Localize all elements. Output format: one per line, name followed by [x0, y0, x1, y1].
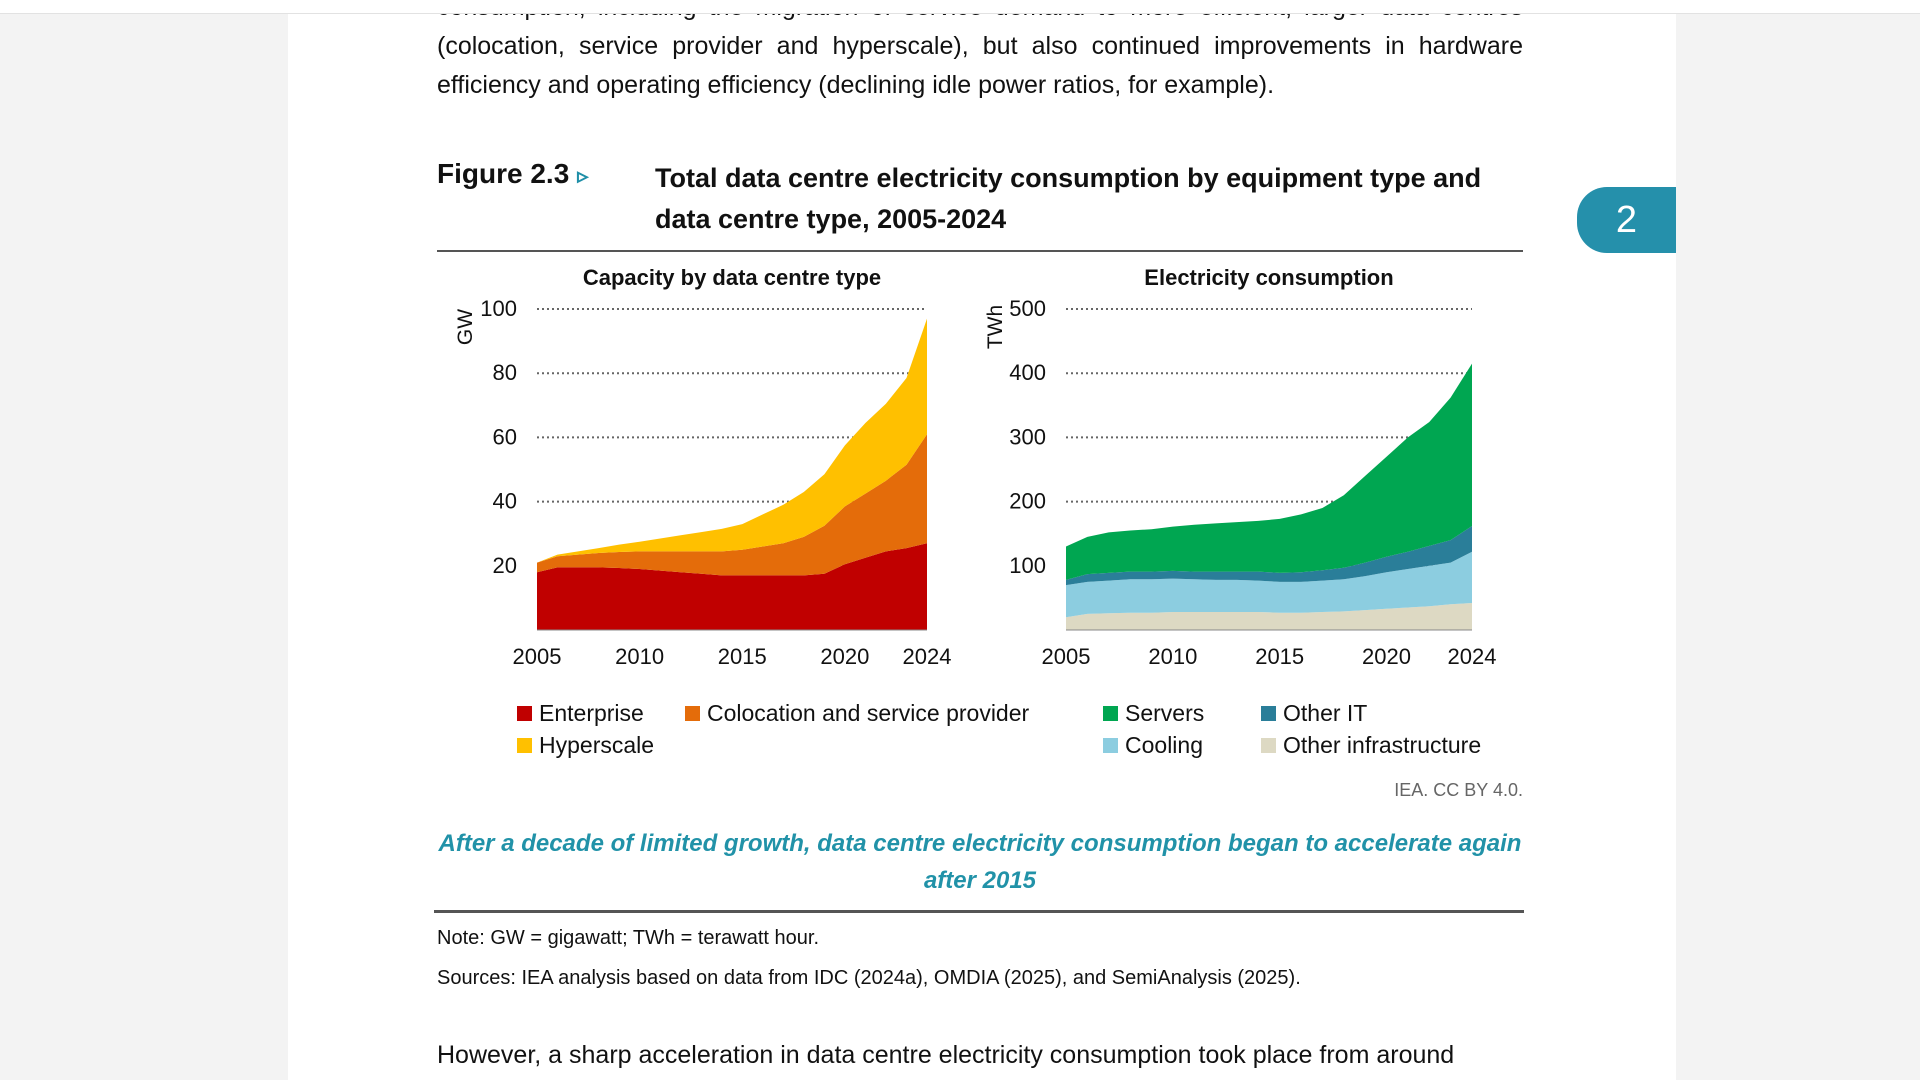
chapter-tab[interactable]: 2	[1577, 187, 1676, 253]
note-line: Note: GW = gigawatt; TWh = terawatt hour…	[437, 927, 820, 949]
y-tick-label: 80	[493, 360, 517, 385]
area-enterprise	[537, 543, 927, 630]
legend-swatch	[517, 738, 532, 753]
legend-label: Colocation and service provider	[707, 700, 1030, 726]
document-page: consumption, including the migration of …	[288, 0, 1676, 1080]
x-tick-label: 2010	[615, 644, 664, 669]
y-tick-label: 200	[1009, 489, 1046, 514]
figure-top-rule	[437, 250, 1523, 252]
x-tick-label: 2024	[1448, 644, 1497, 669]
area-other-infrastructure	[1066, 603, 1472, 630]
intro-paragraph: consumption, including the migration of …	[437, 0, 1523, 99]
figure-label: Figure 2.3	[437, 158, 570, 189]
y-tick-label: 100	[480, 296, 517, 321]
y-tick-label: 40	[493, 489, 517, 514]
area-other-it	[1066, 526, 1472, 586]
top-bar	[0, 0, 1920, 14]
x-tick-label: 2015	[718, 644, 767, 669]
legend-label: Servers	[1125, 700, 1204, 726]
legend-swatch	[517, 706, 532, 721]
legend-label: Other infrastructure	[1283, 732, 1481, 758]
y-axis-label: GW	[454, 309, 477, 345]
x-tick-label: 2020	[820, 644, 869, 669]
legend-swatch	[1103, 738, 1118, 753]
capacity-chart: Capacity by data centre type GW 20 40 60 80 10…	[454, 265, 951, 669]
legend-label: Enterprise	[539, 700, 644, 726]
y-tick-label: 300	[1009, 424, 1046, 449]
figure-caption: After a decade of limited growth, data c…	[438, 830, 1522, 894]
figure-arrow-icon: ▹	[577, 163, 589, 188]
legend-label: Cooling	[1125, 732, 1203, 758]
area-cooling	[1066, 551, 1472, 618]
bottom-paragraph: However, a sharp acceleration in data ce…	[437, 1041, 1455, 1069]
area-colocation-and-service-provider	[537, 434, 927, 576]
figure-bottom-rule	[434, 910, 1524, 913]
y-tick-label: 20	[493, 553, 517, 578]
area-servers	[1066, 363, 1472, 580]
legend-swatch	[1103, 706, 1118, 721]
figure-header: Figure 2.3 ▹ Total data centre electricit…	[437, 152, 1523, 238]
legend-label: Other IT	[1283, 700, 1367, 726]
figure-title: Total data centre electricity consumptio…	[655, 163, 1482, 234]
x-tick-label: 2024	[903, 644, 952, 669]
y-tick-label: 100	[1009, 553, 1046, 578]
area-hyperscale	[537, 318, 927, 563]
x-tick-label: 2020	[1362, 644, 1411, 669]
y-tick-label: 500	[1009, 296, 1046, 321]
legend-right: Servers Other IT Cooling Other infrastructu…	[1103, 700, 1481, 758]
y-tick-label: 60	[493, 424, 517, 449]
chart-title: Capacity by data centre type	[583, 265, 881, 290]
x-tick-label: 2010	[1148, 644, 1197, 669]
y-axis-label: TWh	[984, 305, 1007, 349]
credit-line: IEA. CC BY 4.0.	[1394, 780, 1523, 800]
legend-swatch	[685, 706, 700, 721]
sources-line: Sources: IEA analysis based on data from…	[437, 967, 1301, 989]
y-tick-label: 400	[1009, 360, 1046, 385]
electricity-chart: Electricity consumption TWh 100 200 300 400 50…	[984, 265, 1496, 669]
legend-swatch	[1261, 706, 1276, 721]
legend-swatch	[1261, 738, 1276, 753]
x-tick-label: 2015	[1255, 644, 1304, 669]
legend-left: Enterprise Colocation and service provide…	[517, 700, 1030, 758]
x-tick-label: 2005	[1042, 644, 1091, 669]
chart-title: Electricity consumption	[1144, 265, 1393, 290]
figure-charts: Capacity by data centre type GW 20 40 60 80 10…	[454, 265, 1496, 758]
legend-label: Hyperscale	[539, 732, 654, 758]
x-tick-label: 2005	[513, 644, 562, 669]
